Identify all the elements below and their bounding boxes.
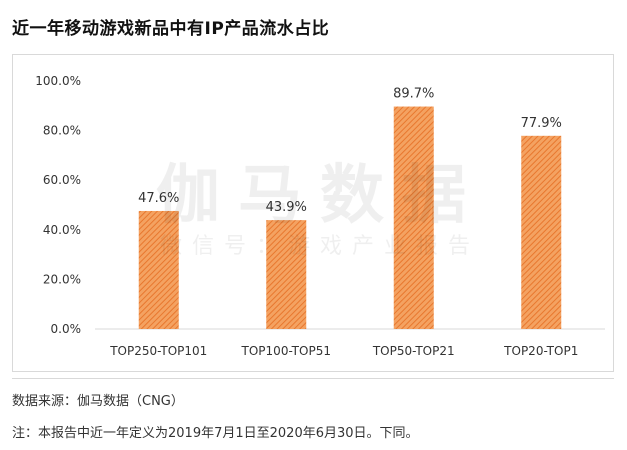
chart-title: 近一年移动游戏新品中有IP产品流水占比 xyxy=(12,19,330,39)
y-tick-label: 40.0% xyxy=(43,223,81,237)
data-label: 77.9% xyxy=(521,116,562,131)
data-label: 47.6% xyxy=(138,191,179,206)
y-tick-label: 100.0% xyxy=(35,74,81,88)
footer-divider xyxy=(12,378,614,379)
y-tick-label: 80.0% xyxy=(43,124,81,138)
y-tick-label: 60.0% xyxy=(43,173,81,187)
x-category-label: TOP100-TOP51 xyxy=(241,344,331,358)
bar xyxy=(521,135,562,329)
bar xyxy=(138,210,179,329)
bar-chart: 0.0% 20.0% 40.0% 60.0% 80.0% 100.0% 47.6% 43.9… xyxy=(35,74,605,358)
chart-area: 0.0% 20.0% 40.0% 60.0% 80.0% 100.0% 47.6% 43.9… xyxy=(12,54,614,372)
x-category-label: TOP250-TOP101 xyxy=(109,344,207,358)
bar xyxy=(266,220,307,329)
y-tick-label: 0.0% xyxy=(51,322,82,336)
data-label: 43.9% xyxy=(266,200,307,215)
bar xyxy=(393,106,434,329)
x-category-label: TOP20-TOP1 xyxy=(503,344,578,358)
note-text: 注：本报告中近一年定义为2019年7月1日至2020年6月30日。下同。 xyxy=(12,426,419,441)
x-category-label: TOP50-TOP21 xyxy=(372,344,455,358)
data-label: 89.7% xyxy=(393,87,434,102)
source-text: 数据来源：伽马数据（CNG） xyxy=(12,394,184,409)
y-tick-label: 20.0% xyxy=(43,272,81,286)
